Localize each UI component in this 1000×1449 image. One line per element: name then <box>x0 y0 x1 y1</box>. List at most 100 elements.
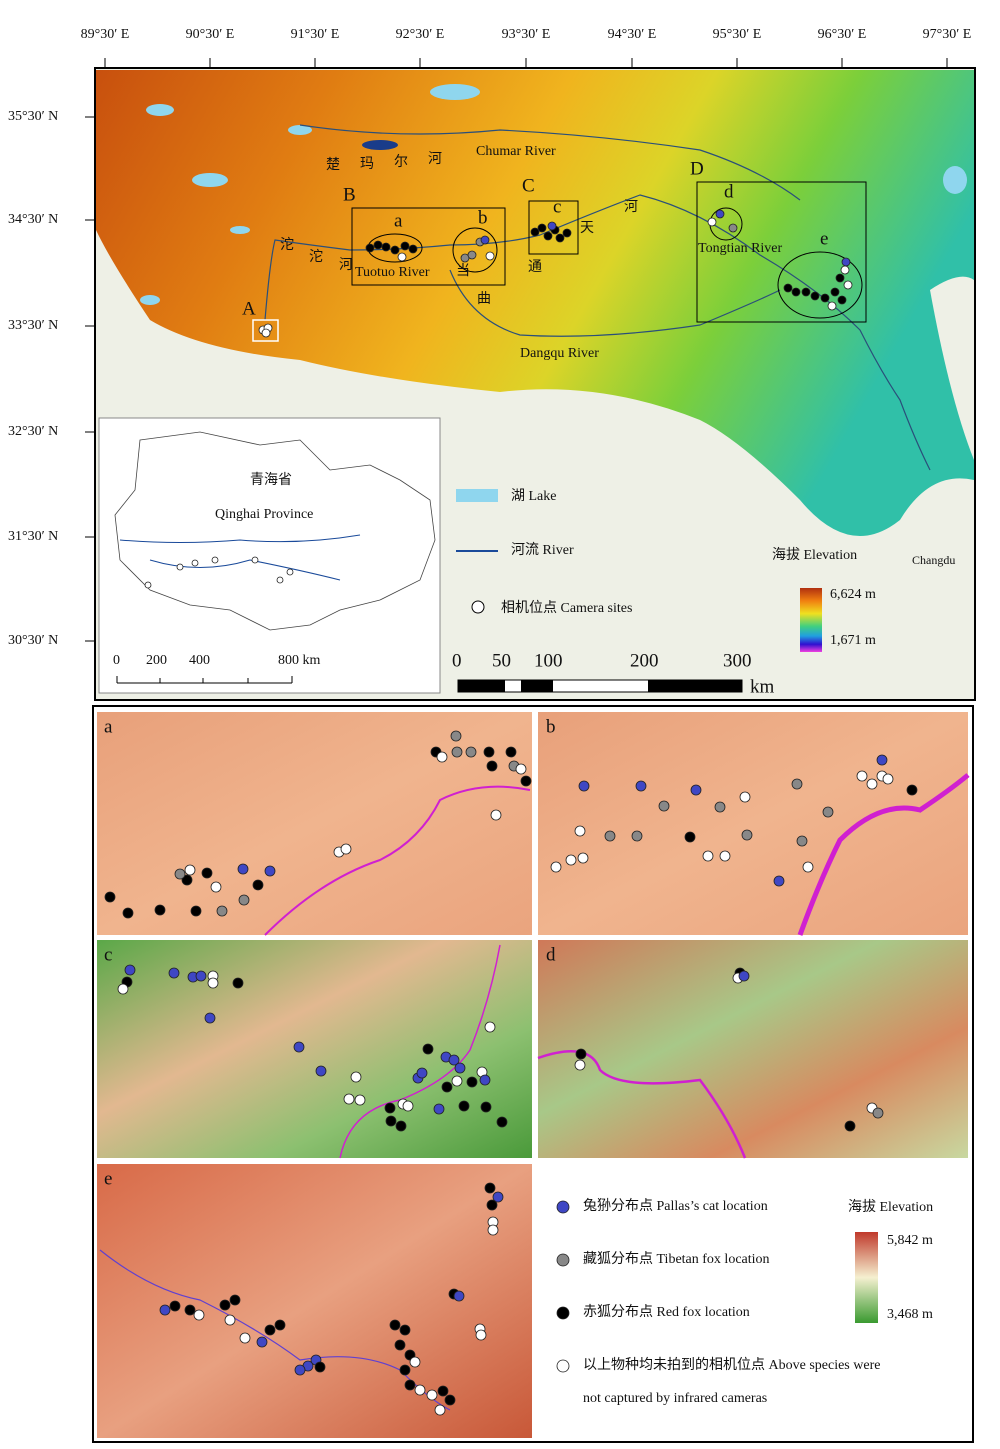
labels: c <box>104 944 112 965</box>
camera-site <box>176 563 184 571</box>
scale-ticks: 400 <box>189 653 210 668</box>
chinese-labels: 曲 <box>477 291 491 307</box>
camera-site <box>835 273 845 283</box>
camera-site <box>399 1364 411 1376</box>
panel-e <box>97 1164 532 1438</box>
camera-site <box>451 1075 463 1087</box>
camera-site <box>201 867 213 879</box>
lake: 湖 Lake <box>511 488 556 504</box>
chinese-labels: 当 <box>456 263 470 279</box>
camera-site <box>547 221 557 231</box>
elevation-max: 5,842 m <box>887 1233 933 1248</box>
camera-site <box>219 1299 231 1311</box>
camera-site <box>631 830 643 842</box>
camera-site <box>741 829 753 841</box>
camera-site <box>350 1071 362 1083</box>
camera-site <box>467 250 477 260</box>
camera-site <box>416 1067 428 1079</box>
camera-site <box>441 1081 453 1093</box>
camera-site <box>466 1076 478 1088</box>
camera-site <box>690 784 702 796</box>
river-labels: Tuotuo River <box>355 265 430 280</box>
camera-site <box>906 784 918 796</box>
camera-site <box>856 770 868 782</box>
longitude-label: 89°30′ E <box>81 27 130 42</box>
camera-site <box>515 763 527 775</box>
camera-site <box>530 227 540 237</box>
camera-site <box>490 809 502 821</box>
region-labels: D <box>690 158 704 179</box>
elevation-bar-detail <box>855 1232 878 1323</box>
camera-site <box>578 780 590 792</box>
camera-site <box>702 850 714 862</box>
lakes <box>140 84 967 305</box>
chinese-labels: 天 <box>580 221 594 236</box>
camera-site <box>124 964 136 976</box>
scale-ticks: 0 <box>113 653 120 668</box>
camera-site <box>728 223 738 233</box>
camera-site <box>707 217 717 227</box>
camera-sites: 相机位点 Camera sites <box>501 600 632 616</box>
longitude-label: 91°30′ E <box>291 27 340 42</box>
camera-site <box>437 1385 449 1397</box>
camera-site <box>117 983 129 995</box>
elevation-max: 6,624 m <box>830 587 876 602</box>
camera-site <box>261 328 271 338</box>
camera-site <box>492 1191 504 1203</box>
camera-site <box>210 881 222 893</box>
longitude-label: 96°30′ E <box>818 27 867 42</box>
camera-site <box>211 556 219 564</box>
camera-site <box>505 746 517 758</box>
box-labels: a <box>394 210 403 231</box>
camera-site <box>232 977 244 989</box>
chinese-labels: 河 <box>428 151 442 167</box>
camera-site <box>381 242 391 252</box>
camera-site <box>565 854 577 866</box>
camera-site <box>453 1290 465 1302</box>
elevation-min: 1,671 m <box>830 633 876 648</box>
river: 河流 River <box>511 542 574 558</box>
camera-site <box>604 830 616 842</box>
camera-site <box>555 233 565 243</box>
camera-site <box>872 1107 884 1119</box>
latitude-label: 30°30′ N <box>8 633 58 648</box>
longitude-label: 90°30′ E <box>186 27 235 42</box>
inset-scale <box>116 676 293 684</box>
province-en: Qinghai Province <box>215 507 313 522</box>
camera-site <box>251 556 259 564</box>
camera-site <box>294 1364 306 1376</box>
region-labels: C <box>522 175 535 196</box>
camera-site <box>174 868 186 880</box>
camera-site <box>487 1224 499 1236</box>
camera-site <box>404 1379 416 1391</box>
box-labels: c <box>553 196 561 217</box>
camera-site <box>496 1116 508 1128</box>
camera-site <box>169 1300 181 1312</box>
camera-site <box>739 791 751 803</box>
camera-site <box>204 1012 216 1024</box>
river-labels: Dangqu River <box>520 346 599 361</box>
tibetan-fox: 藏狐分布点 Tibetan fox location <box>583 1251 770 1267</box>
camera-site <box>715 209 725 219</box>
elevation-title: 海拔 Elevation <box>772 547 857 563</box>
camera-site <box>841 257 851 267</box>
latitude-label: 32°30′ N <box>8 424 58 439</box>
chinese-labels: 玛 <box>360 156 374 172</box>
camera-site <box>394 1339 406 1351</box>
latitude-label: 35°30′ N <box>8 109 58 124</box>
camera-site <box>195 970 207 982</box>
not-captured-line2: not captured by infrared cameras <box>583 1391 767 1406</box>
camera-site <box>191 559 199 567</box>
scale-ticks: 200 <box>146 653 167 668</box>
camera-site <box>537 223 547 233</box>
camera-site <box>658 800 670 812</box>
camera-site <box>399 1324 411 1336</box>
camera-site <box>444 1394 456 1406</box>
camera-site <box>822 806 834 818</box>
river-labels: Chumar River <box>476 144 556 159</box>
chinese-labels: 沱 <box>309 248 323 265</box>
camera-site <box>486 1199 498 1211</box>
camera-site <box>436 751 448 763</box>
camera-site <box>574 1059 586 1071</box>
camera-site <box>791 778 803 790</box>
